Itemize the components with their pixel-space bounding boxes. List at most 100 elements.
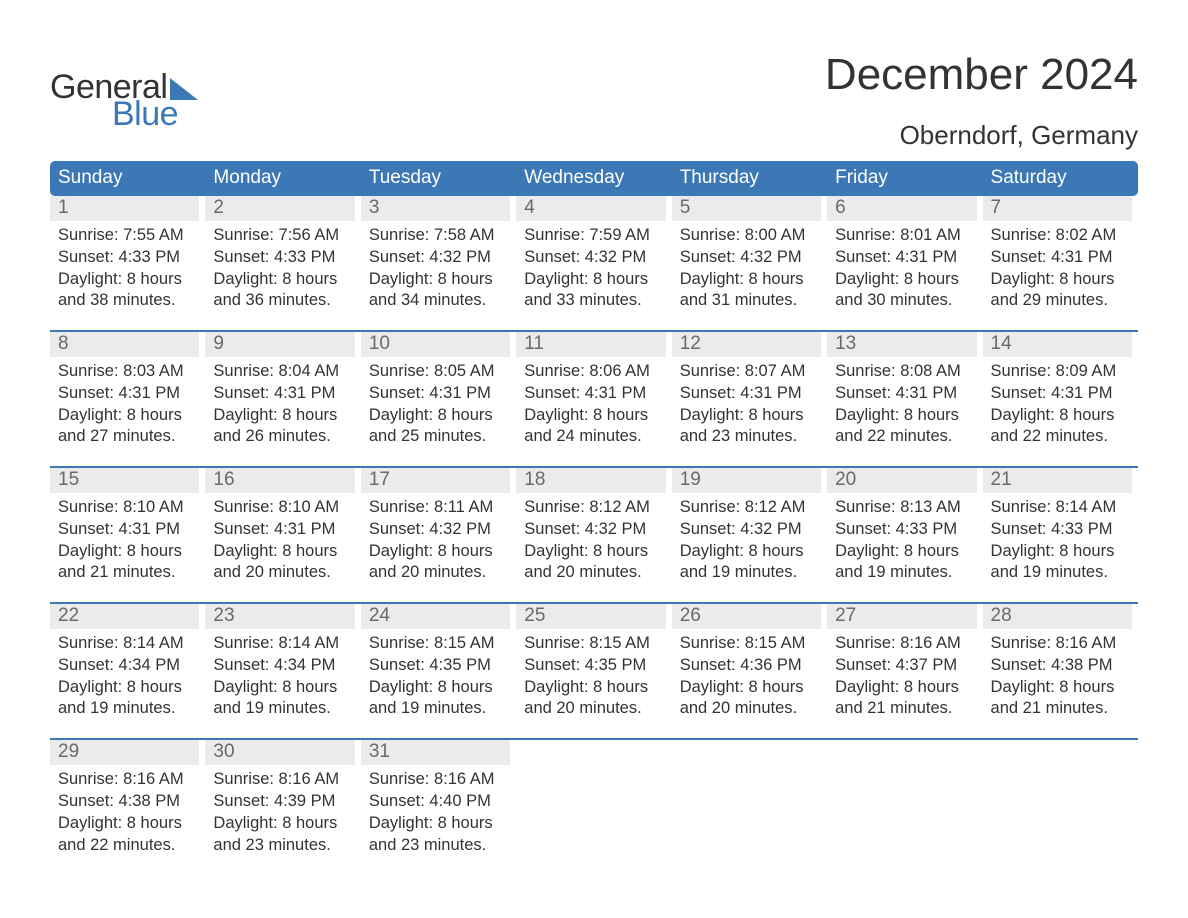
sunrise-line: Sunrise: 8:07 AM xyxy=(680,361,821,383)
calendar-day: 9Sunrise: 8:04 AMSunset: 4:31 PMDaylight… xyxy=(205,332,360,448)
sunset-line: Sunset: 4:33 PM xyxy=(213,247,354,269)
calendar-week: 1Sunrise: 7:55 AMSunset: 4:33 PMDaylight… xyxy=(50,196,1138,312)
day-details: Sunrise: 8:15 AMSunset: 4:35 PMDaylight:… xyxy=(516,629,665,720)
calendar-week: 22Sunrise: 8:14 AMSunset: 4:34 PMDayligh… xyxy=(50,602,1138,720)
day-number: 25 xyxy=(516,604,665,629)
day-number: 30 xyxy=(205,740,354,765)
sunset-line: Sunset: 4:35 PM xyxy=(369,655,510,677)
weekday-header: Sunday xyxy=(50,161,205,196)
calendar-day: 7Sunrise: 8:02 AMSunset: 4:31 PMDaylight… xyxy=(983,196,1138,312)
calendar-day: 15Sunrise: 8:10 AMSunset: 4:31 PMDayligh… xyxy=(50,468,205,584)
daylight-line: Daylight: 8 hours and 33 minutes. xyxy=(524,269,665,313)
day-number-empty xyxy=(983,740,1132,765)
calendar-day xyxy=(516,740,671,856)
daylight-line: Daylight: 8 hours and 22 minutes. xyxy=(835,405,976,449)
day-number: 23 xyxy=(205,604,354,629)
day-details: Sunrise: 8:13 AMSunset: 4:33 PMDaylight:… xyxy=(827,493,976,584)
calendar-day: 31Sunrise: 8:16 AMSunset: 4:40 PMDayligh… xyxy=(361,740,516,856)
day-number-empty xyxy=(827,740,976,765)
daylight-line: Daylight: 8 hours and 21 minutes. xyxy=(58,541,199,585)
daylight-line: Daylight: 8 hours and 23 minutes. xyxy=(369,813,510,857)
sunset-line: Sunset: 4:31 PM xyxy=(835,247,976,269)
day-details: Sunrise: 8:04 AMSunset: 4:31 PMDaylight:… xyxy=(205,357,354,448)
sunrise-line: Sunrise: 7:59 AM xyxy=(524,225,665,247)
day-number: 7 xyxy=(983,196,1132,221)
sunrise-line: Sunrise: 8:15 AM xyxy=(524,633,665,655)
day-details: Sunrise: 8:05 AMSunset: 4:31 PMDaylight:… xyxy=(361,357,510,448)
weekday-header: Monday xyxy=(205,161,360,196)
daylight-line: Daylight: 8 hours and 30 minutes. xyxy=(835,269,976,313)
daylight-line: Daylight: 8 hours and 34 minutes. xyxy=(369,269,510,313)
day-details: Sunrise: 8:00 AMSunset: 4:32 PMDaylight:… xyxy=(672,221,821,312)
calendar-day: 13Sunrise: 8:08 AMSunset: 4:31 PMDayligh… xyxy=(827,332,982,448)
day-number: 2 xyxy=(205,196,354,221)
day-details: Sunrise: 8:07 AMSunset: 4:31 PMDaylight:… xyxy=(672,357,821,448)
day-details: Sunrise: 8:16 AMSunset: 4:37 PMDaylight:… xyxy=(827,629,976,720)
daylight-line: Daylight: 8 hours and 20 minutes. xyxy=(524,541,665,585)
calendar-day: 16Sunrise: 8:10 AMSunset: 4:31 PMDayligh… xyxy=(205,468,360,584)
daylight-line: Daylight: 8 hours and 21 minutes. xyxy=(991,677,1132,721)
daylight-line: Daylight: 8 hours and 19 minutes. xyxy=(680,541,821,585)
day-number: 16 xyxy=(205,468,354,493)
sunrise-line: Sunrise: 8:02 AM xyxy=(991,225,1132,247)
calendar-day: 20Sunrise: 8:13 AMSunset: 4:33 PMDayligh… xyxy=(827,468,982,584)
day-number: 5 xyxy=(672,196,821,221)
logo-text-blue: Blue xyxy=(112,95,178,134)
sunset-line: Sunset: 4:35 PM xyxy=(524,655,665,677)
day-details: Sunrise: 8:15 AMSunset: 4:35 PMDaylight:… xyxy=(361,629,510,720)
calendar-day: 19Sunrise: 8:12 AMSunset: 4:32 PMDayligh… xyxy=(672,468,827,584)
calendar-day: 23Sunrise: 8:14 AMSunset: 4:34 PMDayligh… xyxy=(205,604,360,720)
sunrise-line: Sunrise: 8:12 AM xyxy=(524,497,665,519)
daylight-line: Daylight: 8 hours and 20 minutes. xyxy=(524,677,665,721)
calendar-day: 10Sunrise: 8:05 AMSunset: 4:31 PMDayligh… xyxy=(361,332,516,448)
day-number: 31 xyxy=(361,740,510,765)
sunset-line: Sunset: 4:31 PM xyxy=(680,383,821,405)
calendar-day: 29Sunrise: 8:16 AMSunset: 4:38 PMDayligh… xyxy=(50,740,205,856)
day-details: Sunrise: 8:14 AMSunset: 4:33 PMDaylight:… xyxy=(983,493,1132,584)
day-details: Sunrise: 8:10 AMSunset: 4:31 PMDaylight:… xyxy=(205,493,354,584)
daylight-line: Daylight: 8 hours and 29 minutes. xyxy=(991,269,1132,313)
day-details: Sunrise: 8:14 AMSunset: 4:34 PMDaylight:… xyxy=(50,629,199,720)
day-number: 15 xyxy=(50,468,199,493)
day-number-empty xyxy=(672,740,821,765)
daylight-line: Daylight: 8 hours and 38 minutes. xyxy=(58,269,199,313)
sunset-line: Sunset: 4:32 PM xyxy=(369,519,510,541)
daylight-line: Daylight: 8 hours and 31 minutes. xyxy=(680,269,821,313)
day-number: 9 xyxy=(205,332,354,357)
sunrise-line: Sunrise: 8:05 AM xyxy=(369,361,510,383)
sunset-line: Sunset: 4:34 PM xyxy=(58,655,199,677)
daylight-line: Daylight: 8 hours and 23 minutes. xyxy=(680,405,821,449)
day-details: Sunrise: 8:01 AMSunset: 4:31 PMDaylight:… xyxy=(827,221,976,312)
sunset-line: Sunset: 4:40 PM xyxy=(369,791,510,813)
sunrise-line: Sunrise: 8:15 AM xyxy=(680,633,821,655)
day-number: 1 xyxy=(50,196,199,221)
sunrise-line: Sunrise: 8:16 AM xyxy=(991,633,1132,655)
sunrise-line: Sunrise: 8:04 AM xyxy=(213,361,354,383)
day-details: Sunrise: 8:12 AMSunset: 4:32 PMDaylight:… xyxy=(672,493,821,584)
sunset-line: Sunset: 4:31 PM xyxy=(213,519,354,541)
calendar-day: 2Sunrise: 7:56 AMSunset: 4:33 PMDaylight… xyxy=(205,196,360,312)
sunset-line: Sunset: 4:31 PM xyxy=(524,383,665,405)
sunset-line: Sunset: 4:32 PM xyxy=(680,247,821,269)
day-details: Sunrise: 8:16 AMSunset: 4:38 PMDaylight:… xyxy=(50,765,199,856)
sunset-line: Sunset: 4:33 PM xyxy=(58,247,199,269)
daylight-line: Daylight: 8 hours and 19 minutes. xyxy=(213,677,354,721)
daylight-line: Daylight: 8 hours and 27 minutes. xyxy=(58,405,199,449)
sunrise-line: Sunrise: 8:03 AM xyxy=(58,361,199,383)
daylight-line: Daylight: 8 hours and 19 minutes. xyxy=(58,677,199,721)
day-details: Sunrise: 8:12 AMSunset: 4:32 PMDaylight:… xyxy=(516,493,665,584)
calendar-day: 14Sunrise: 8:09 AMSunset: 4:31 PMDayligh… xyxy=(983,332,1138,448)
day-number: 8 xyxy=(50,332,199,357)
sunset-line: Sunset: 4:31 PM xyxy=(213,383,354,405)
header: General Blue December 2024 Oberndorf, Ge… xyxy=(50,50,1138,151)
daylight-line: Daylight: 8 hours and 24 minutes. xyxy=(524,405,665,449)
weekday-header: Wednesday xyxy=(516,161,671,196)
page-title: December 2024 xyxy=(825,50,1138,100)
sunrise-line: Sunrise: 8:16 AM xyxy=(58,769,199,791)
day-details: Sunrise: 8:02 AMSunset: 4:31 PMDaylight:… xyxy=(983,221,1132,312)
day-number: 11 xyxy=(516,332,665,357)
calendar-day: 1Sunrise: 7:55 AMSunset: 4:33 PMDaylight… xyxy=(50,196,205,312)
sunrise-line: Sunrise: 7:56 AM xyxy=(213,225,354,247)
sunrise-line: Sunrise: 8:14 AM xyxy=(991,497,1132,519)
calendar-day: 3Sunrise: 7:58 AMSunset: 4:32 PMDaylight… xyxy=(361,196,516,312)
